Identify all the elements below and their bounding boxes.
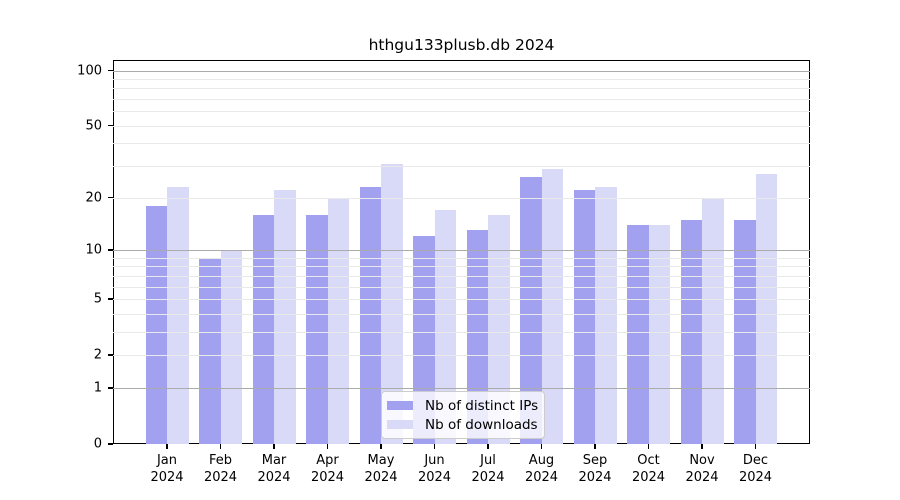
y-tick-5: [108, 298, 113, 300]
bar-downloads-nov: [702, 197, 724, 444]
bar-downloads-oct: [648, 224, 670, 444]
x-tick-label-jan: Jan 2024: [150, 453, 184, 485]
bar-ips-mar: [252, 214, 274, 444]
y-tick-label-1: 1: [93, 380, 102, 396]
plot-area: Nb of distinct IPs Nb of downloads: [113, 60, 810, 444]
x-tick-label-mar: Mar 2024: [257, 453, 291, 485]
x-tick-sep: [594, 444, 596, 449]
gridline-minor-70: [113, 99, 810, 101]
y-tick-0: [108, 443, 113, 445]
y-tick-label-10: 10: [85, 242, 102, 258]
gridline-minor-20: [113, 197, 810, 199]
gridline-minor-90: [113, 78, 810, 80]
downloads-swatch: [387, 420, 413, 429]
bar-ips-feb: [199, 257, 221, 444]
bar-ips-oct: [627, 224, 649, 444]
gridline-minor-30: [113, 166, 810, 168]
gridline-minor-80: [113, 88, 810, 90]
bar-downloads-aug: [541, 168, 563, 444]
legend-label-downloads: Nb of downloads: [425, 416, 538, 433]
gridline-minor-5: [113, 298, 810, 300]
x-tick-label-oct: Oct 2024: [631, 453, 666, 485]
x-tick-label-dec: Dec 2024: [738, 453, 773, 485]
bar-downloads-sep: [595, 186, 617, 444]
x-tick-nov: [701, 444, 703, 449]
y-tick-label-20: 20: [85, 190, 102, 206]
legend-label-distinct-ips: Nb of distinct IPs: [425, 397, 539, 414]
gridline-minor-6: [113, 286, 810, 288]
bar-downloads-jan: [167, 186, 189, 444]
gridline-minor-3: [113, 331, 810, 333]
x-tick-label-nov: Nov 2024: [685, 453, 719, 485]
x-tick-label-apr: Apr 2024: [310, 453, 345, 485]
gridline-major-10: [113, 249, 810, 251]
legend: Nb of distinct IPs Nb of downloads: [381, 391, 545, 439]
gridline-major-1: [113, 387, 810, 389]
x-tick-label-jun: Jun 2024: [417, 453, 452, 485]
bar-downloads-jun: [434, 210, 456, 444]
y-tick-10: [108, 249, 113, 251]
x-tick-label-feb: Feb 2024: [203, 453, 238, 485]
x-tick-label-aug: Aug 2024: [524, 453, 559, 485]
x-tick-oct: [647, 444, 650, 449]
bar-downloads-jul: [488, 214, 510, 444]
legend-item-distinct-ips: Nb of distinct IPs: [387, 396, 538, 415]
bar-ips-sep: [573, 190, 595, 444]
x-tick-label-may: May 2024: [364, 453, 398, 485]
bar-downloads-may: [381, 163, 403, 444]
y-tick-label-5: 5: [93, 291, 102, 307]
x-tick-feb: [219, 444, 222, 449]
bar-ips-jul: [466, 230, 488, 444]
x-tick-mar: [273, 444, 275, 449]
gridline-minor-60: [113, 111, 810, 113]
x-tick-label-sep: Sep 2024: [578, 453, 612, 485]
bar-downloads-feb: [220, 249, 242, 444]
bar-ips-apr: [306, 214, 328, 444]
bar-ips-jan: [145, 205, 167, 444]
y-tick-50: [108, 125, 113, 127]
gridline-minor-2: [113, 355, 810, 357]
y-tick-label-50: 50: [85, 118, 102, 134]
bar-downloads-apr: [327, 197, 349, 444]
gridline-major-100: [113, 70, 810, 72]
y-tick-1: [108, 387, 113, 389]
y-tick-100: [108, 69, 113, 72]
x-tick-jul: [487, 444, 489, 449]
gridline-minor-9: [113, 257, 810, 259]
legend-item-downloads: Nb of downloads: [387, 415, 538, 434]
x-tick-jun: [433, 444, 436, 449]
y-tick-20: [108, 196, 113, 199]
gridline-minor-7: [113, 275, 810, 277]
x-tick-jan: [166, 444, 168, 449]
x-tick-apr: [326, 444, 329, 449]
x-tick-aug: [540, 444, 543, 449]
chart-title: hthgu133plusb.db 2024: [368, 36, 555, 54]
gridline-minor-8: [113, 266, 810, 268]
bar-ips-may: [359, 186, 381, 444]
y-tick-2: [108, 354, 113, 356]
gridline-minor-50: [113, 125, 810, 127]
distinct-ips-swatch: [387, 401, 413, 410]
x-tick-may: [380, 444, 382, 449]
bar-downloads-dec: [755, 174, 777, 444]
y-tick-label-100: 100: [77, 63, 102, 78]
x-tick-label-jul: Jul 2024: [471, 453, 505, 485]
bar-downloads-mar: [274, 190, 296, 444]
bar-ips-aug: [520, 177, 542, 444]
y-tick-label-2: 2: [93, 347, 102, 363]
y-tick-label-0: 0: [93, 436, 102, 452]
gridline-minor-40: [113, 143, 810, 145]
x-tick-dec: [754, 444, 757, 449]
gridline-minor-4: [113, 313, 810, 315]
